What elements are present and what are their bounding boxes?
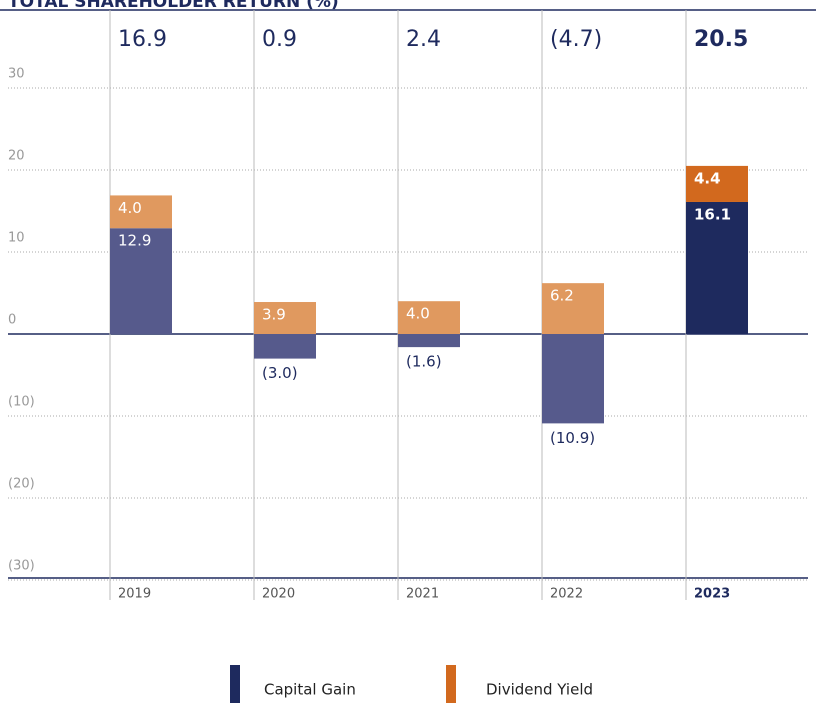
value-label: 12.9 <box>118 232 151 250</box>
y-tick-label: (20) <box>8 477 35 492</box>
value-label: 4.4 <box>694 169 721 187</box>
y-tick-label: 20 <box>8 149 25 164</box>
value-label: 4.0 <box>118 199 142 217</box>
value-label: 6.2 <box>550 287 574 305</box>
total-label: 2.4 <box>406 27 441 52</box>
value-label: (10.9) <box>550 429 595 447</box>
y-tick-label: (10) <box>8 395 35 410</box>
y-tick-label: 0 <box>8 313 16 328</box>
legend-label: Capital Gain <box>264 681 356 699</box>
value-label: 4.0 <box>406 305 430 323</box>
bar-segment <box>686 165 748 202</box>
bar-segment <box>542 283 604 334</box>
total-label: 16.9 <box>118 27 167 52</box>
y-tick-label: 10 <box>8 231 25 246</box>
chart-title: TOTAL SHAREHOLDER RETURN (%) <box>8 0 339 12</box>
x-tick-label: 2020 <box>262 587 295 602</box>
bar-segment <box>110 228 172 334</box>
bar-segment <box>542 334 604 424</box>
total-label: 20.5 <box>694 27 748 52</box>
bar-segment <box>254 334 316 359</box>
legend-swatch <box>446 665 456 703</box>
legend-swatch <box>230 665 240 703</box>
x-tick-label: 2019 <box>118 587 151 602</box>
x-tick-label: 2022 <box>550 587 583 602</box>
y-tick-label: (30) <box>8 559 35 574</box>
total-label: 0.9 <box>262 27 297 52</box>
bar-segment <box>110 195 172 229</box>
bar-segment <box>254 302 316 334</box>
value-label: (1.6) <box>406 353 442 371</box>
total-label: (4.7) <box>550 27 602 52</box>
y-tick-label: 30 <box>8 67 25 82</box>
legend-label: Dividend Yield <box>486 681 593 699</box>
bar-segment <box>686 201 748 334</box>
x-tick-label: 2021 <box>406 587 439 602</box>
x-tick-label: 2023 <box>694 587 730 602</box>
value-label: 16.1 <box>694 205 731 223</box>
value-label: (3.0) <box>262 364 298 382</box>
bar-segment <box>398 334 460 348</box>
bar-segment <box>398 301 460 334</box>
value-label: 3.9 <box>262 306 286 324</box>
